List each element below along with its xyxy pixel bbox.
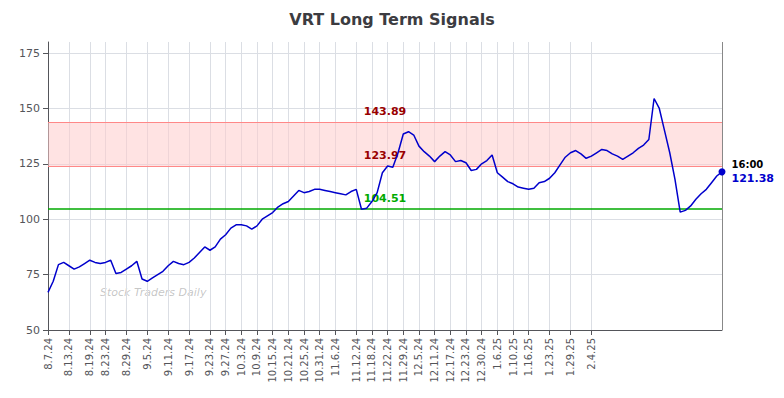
svg-text:123.97: 123.97 <box>364 149 406 162</box>
svg-text:2.4.25: 2.4.25 <box>586 338 597 370</box>
svg-text:11.22.24: 11.22.24 <box>382 338 393 383</box>
svg-text:9.11.24: 9.11.24 <box>163 338 174 376</box>
svg-text:104.51: 104.51 <box>363 192 407 206</box>
svg-text:12.17.24: 12.17.24 <box>445 338 456 383</box>
svg-text:175: 175 <box>19 47 40 60</box>
svg-text:VRT Long Term Signals: VRT Long Term Signals <box>289 10 495 29</box>
svg-text:9.17.24: 9.17.24 <box>184 338 195 376</box>
svg-text:9.27.24: 9.27.24 <box>220 338 231 376</box>
svg-text:121.38: 121.38 <box>732 172 774 185</box>
svg-text:1.10.25: 1.10.25 <box>508 338 519 376</box>
svg-text:50: 50 <box>26 324 40 337</box>
svg-text:100: 100 <box>19 213 40 226</box>
svg-text:10.31.24: 10.31.24 <box>314 338 325 383</box>
svg-text:1.29.25: 1.29.25 <box>565 338 576 376</box>
svg-text:8.13.24: 8.13.24 <box>63 338 74 376</box>
svg-text:1.6.25: 1.6.25 <box>492 338 503 370</box>
svg-text:8.19.24: 8.19.24 <box>84 338 95 376</box>
svg-text:11.18.24: 11.18.24 <box>366 338 377 383</box>
svg-text:9.5.24: 9.5.24 <box>142 338 153 370</box>
svg-text:10.9.24: 10.9.24 <box>251 338 262 376</box>
svg-text:12.23.24: 12.23.24 <box>460 338 471 383</box>
svg-text:143.89: 143.89 <box>364 105 406 118</box>
svg-text:9.23.24: 9.23.24 <box>204 338 215 376</box>
svg-text:1.16.25: 1.16.25 <box>523 338 534 376</box>
svg-text:10.3.24: 10.3.24 <box>236 338 247 376</box>
svg-text:11.12.24: 11.12.24 <box>351 338 362 383</box>
svg-text:11.6.24: 11.6.24 <box>330 338 341 376</box>
svg-text:75: 75 <box>26 268 40 281</box>
svg-text:8.29.24: 8.29.24 <box>121 338 132 376</box>
svg-text:10.21.24: 10.21.24 <box>283 338 294 383</box>
svg-text:8.23.24: 8.23.24 <box>100 338 111 376</box>
svg-text:10.25.24: 10.25.24 <box>299 338 310 383</box>
svg-text:1.23.25: 1.23.25 <box>544 338 555 376</box>
svg-text:12.30.24: 12.30.24 <box>476 338 487 383</box>
svg-text:16:00: 16:00 <box>732 159 764 170</box>
svg-text:Stock Traders Daily: Stock Traders Daily <box>100 286 207 299</box>
svg-text:10.15.24: 10.15.24 <box>267 338 278 383</box>
svg-text:11.29.24: 11.29.24 <box>398 338 409 383</box>
svg-text:12.11.24: 12.11.24 <box>429 338 440 383</box>
svg-text:150: 150 <box>19 102 40 115</box>
svg-text:12.5.24: 12.5.24 <box>413 338 424 376</box>
svg-text:8.7.24: 8.7.24 <box>43 338 54 370</box>
svg-text:125: 125 <box>19 157 40 170</box>
